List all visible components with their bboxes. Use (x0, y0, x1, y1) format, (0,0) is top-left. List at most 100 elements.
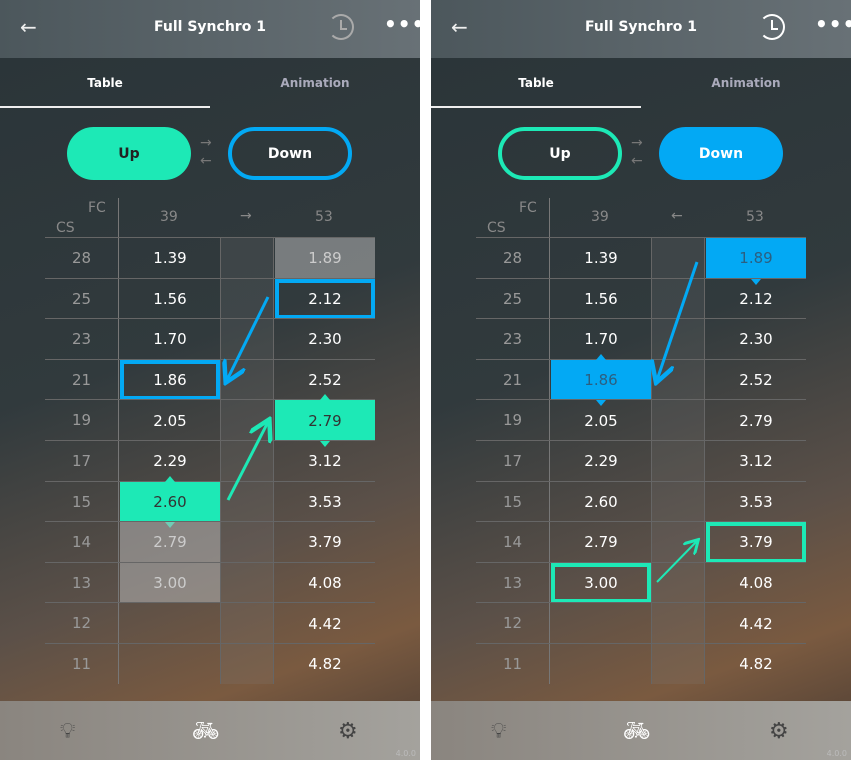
arrow-left-icon[interactable]: ← (451, 15, 468, 39)
history-icon[interactable] (759, 14, 785, 40)
table-cell[interactable] (551, 603, 651, 644)
up-button[interactable]: Up (498, 127, 622, 180)
table-cell[interactable]: 2.30 (308, 330, 342, 349)
table-cell[interactable]: 3.00 (551, 562, 651, 604)
table-row: 25 1.56 2.12 (45, 277, 375, 320)
table-row: 12 4.42 (476, 602, 806, 643)
table-cell[interactable]: 2.60 (584, 492, 618, 511)
table-cell[interactable]: 2.52 (739, 371, 773, 390)
table-cell[interactable]: 2.29 (153, 452, 187, 471)
table-cell[interactable]: 4.42 (308, 614, 342, 633)
table-cell[interactable]: 2.05 (584, 411, 618, 430)
bicycle-icon[interactable]: 🚲︎ (623, 719, 651, 744)
tab-table[interactable]: Table (87, 76, 123, 90)
lightbulb-icon[interactable]: 💡︎ (491, 719, 507, 744)
gear-icon[interactable]: ⚙ (338, 719, 358, 744)
table-cell[interactable] (551, 644, 651, 685)
table-cell[interactable]: 2.29 (584, 452, 618, 471)
cs-value: 23 (502, 330, 523, 349)
table-cell[interactable]: 2.79 (739, 411, 773, 430)
table-cell[interactable]: 4.82 (739, 655, 773, 674)
table-cell[interactable]: 2.30 (739, 330, 773, 349)
table-row: 23 1.70 2.30 (476, 318, 806, 359)
table-row: 28 1.39 1.89 (45, 237, 375, 279)
col-header-39: 39 (160, 209, 178, 225)
down-button[interactable]: Down (659, 127, 783, 180)
table-cell[interactable] (120, 644, 220, 685)
table-cell[interactable]: 1.56 (153, 289, 187, 308)
tab-table[interactable]: Table (518, 76, 554, 90)
col-header-39: 39 (591, 209, 609, 225)
table-cell[interactable]: 1.86 (120, 359, 220, 401)
table-row: 19 2.05 2.79 (45, 394, 375, 447)
table-row: 13 3.00 4.08 (476, 561, 806, 604)
lightbulb-icon[interactable]: 💡︎ (60, 719, 76, 744)
table-cell[interactable]: 1.89 (706, 238, 806, 285)
table-cell[interactable]: 1.39 (153, 249, 187, 268)
table-cell[interactable]: 4.08 (308, 574, 342, 593)
table-row: 11 4.82 (476, 643, 806, 684)
table-cell[interactable]: 1.70 (584, 330, 618, 349)
fc-label: FC (519, 200, 537, 216)
gear-icon[interactable]: ⚙ (769, 719, 789, 744)
bicycle-icon[interactable]: 🚲︎ (192, 719, 220, 744)
tab-animation[interactable]: Animation (711, 76, 781, 90)
table-cell[interactable]: 2.79 (120, 522, 220, 563)
down-button[interactable]: Down (228, 127, 352, 180)
table-cell[interactable]: 1.89 (275, 238, 375, 279)
page-title: Full Synchro 1 (154, 19, 266, 35)
table-cell[interactable]: 2.12 (739, 289, 773, 308)
cs-value: 11 (71, 655, 92, 673)
table-cell[interactable]: 3.53 (739, 492, 773, 511)
cs-value: 28 (502, 249, 523, 267)
cs-value: 17 (502, 452, 523, 470)
cs-value: 14 (502, 533, 523, 552)
table-cell[interactable]: 3.53 (308, 492, 342, 511)
table-cell[interactable]: 4.42 (739, 614, 773, 633)
table-cell[interactable] (120, 603, 220, 644)
cs-value: 21 (71, 370, 92, 389)
cs-value: 23 (71, 330, 92, 349)
cs-label: CS (56, 220, 75, 236)
arrow-left-icon[interactable]: ← (20, 15, 37, 39)
table-cell[interactable]: 2.12 (275, 278, 375, 320)
bottom-nav: 💡︎ 🚲︎ ⚙ 4.0.0 (0, 701, 420, 760)
table-row: 23 1.70 2.30 (45, 318, 375, 359)
table-cell[interactable]: 4.08 (739, 574, 773, 593)
table-cell[interactable]: 2.79 (275, 394, 375, 447)
table-cell[interactable]: 3.79 (706, 522, 806, 563)
more-icon[interactable]: ••• (815, 12, 851, 36)
fc-label: FC (88, 200, 106, 216)
table-cell[interactable]: 1.56 (584, 289, 618, 308)
table-cell[interactable]: 3.79 (308, 533, 342, 552)
table-cell[interactable]: 1.86 (551, 353, 651, 407)
col-header-53: 53 (315, 209, 333, 225)
cs-value: 13 (502, 573, 523, 592)
table-cell[interactable]: 3.00 (120, 562, 220, 604)
history-icon[interactable] (328, 14, 354, 40)
table-row: 11 4.82 (45, 643, 375, 684)
table-cell[interactable]: 2.79 (584, 533, 618, 552)
table-cell[interactable]: 2.52 (308, 371, 342, 390)
cs-value: 14 (71, 533, 92, 552)
table-cell[interactable]: 2.05 (153, 411, 187, 430)
app-header: ← Full Synchro 1 ••• (0, 0, 420, 58)
table-row: 21 1.86 2.52 (45, 358, 375, 401)
cs-value: 15 (71, 492, 92, 511)
direction-arrow-icon: → (240, 208, 252, 224)
divider (118, 198, 119, 684)
table-cell[interactable]: 1.39 (584, 249, 618, 268)
table-cell[interactable]: 2.60 (120, 475, 220, 529)
table-cell[interactable]: 3.12 (308, 452, 342, 471)
tab-animation[interactable]: Animation (280, 76, 350, 90)
cs-value: 25 (71, 289, 92, 308)
table-row: 14 2.79 3.79 (45, 521, 375, 563)
table-cell[interactable]: 3.12 (739, 452, 773, 471)
table-cell[interactable]: 4.82 (308, 655, 342, 674)
cs-value: 17 (71, 452, 92, 470)
up-button[interactable]: Up (67, 127, 191, 180)
table-cell[interactable]: 1.70 (153, 330, 187, 349)
more-icon[interactable]: ••• (384, 12, 420, 36)
table-row: 13 3.00 4.08 (45, 561, 375, 604)
swap-arrows-icon: → ← (631, 135, 643, 169)
